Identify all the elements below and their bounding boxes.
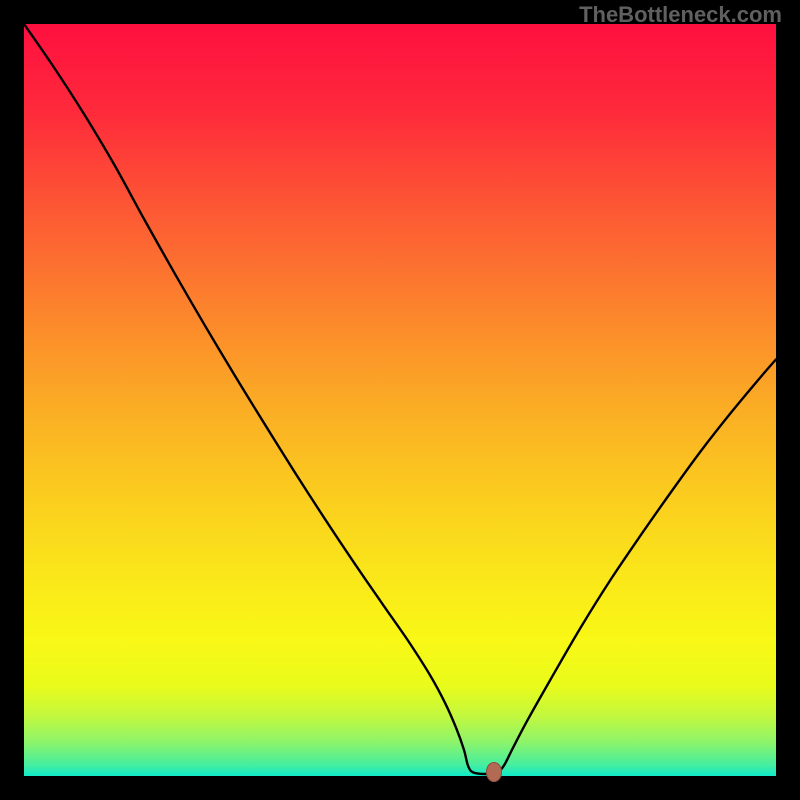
chart-frame: TheBottleneck.com <box>0 0 800 800</box>
chart-svg <box>24 24 776 776</box>
chart-background <box>24 24 776 776</box>
chart-plot <box>24 24 776 776</box>
